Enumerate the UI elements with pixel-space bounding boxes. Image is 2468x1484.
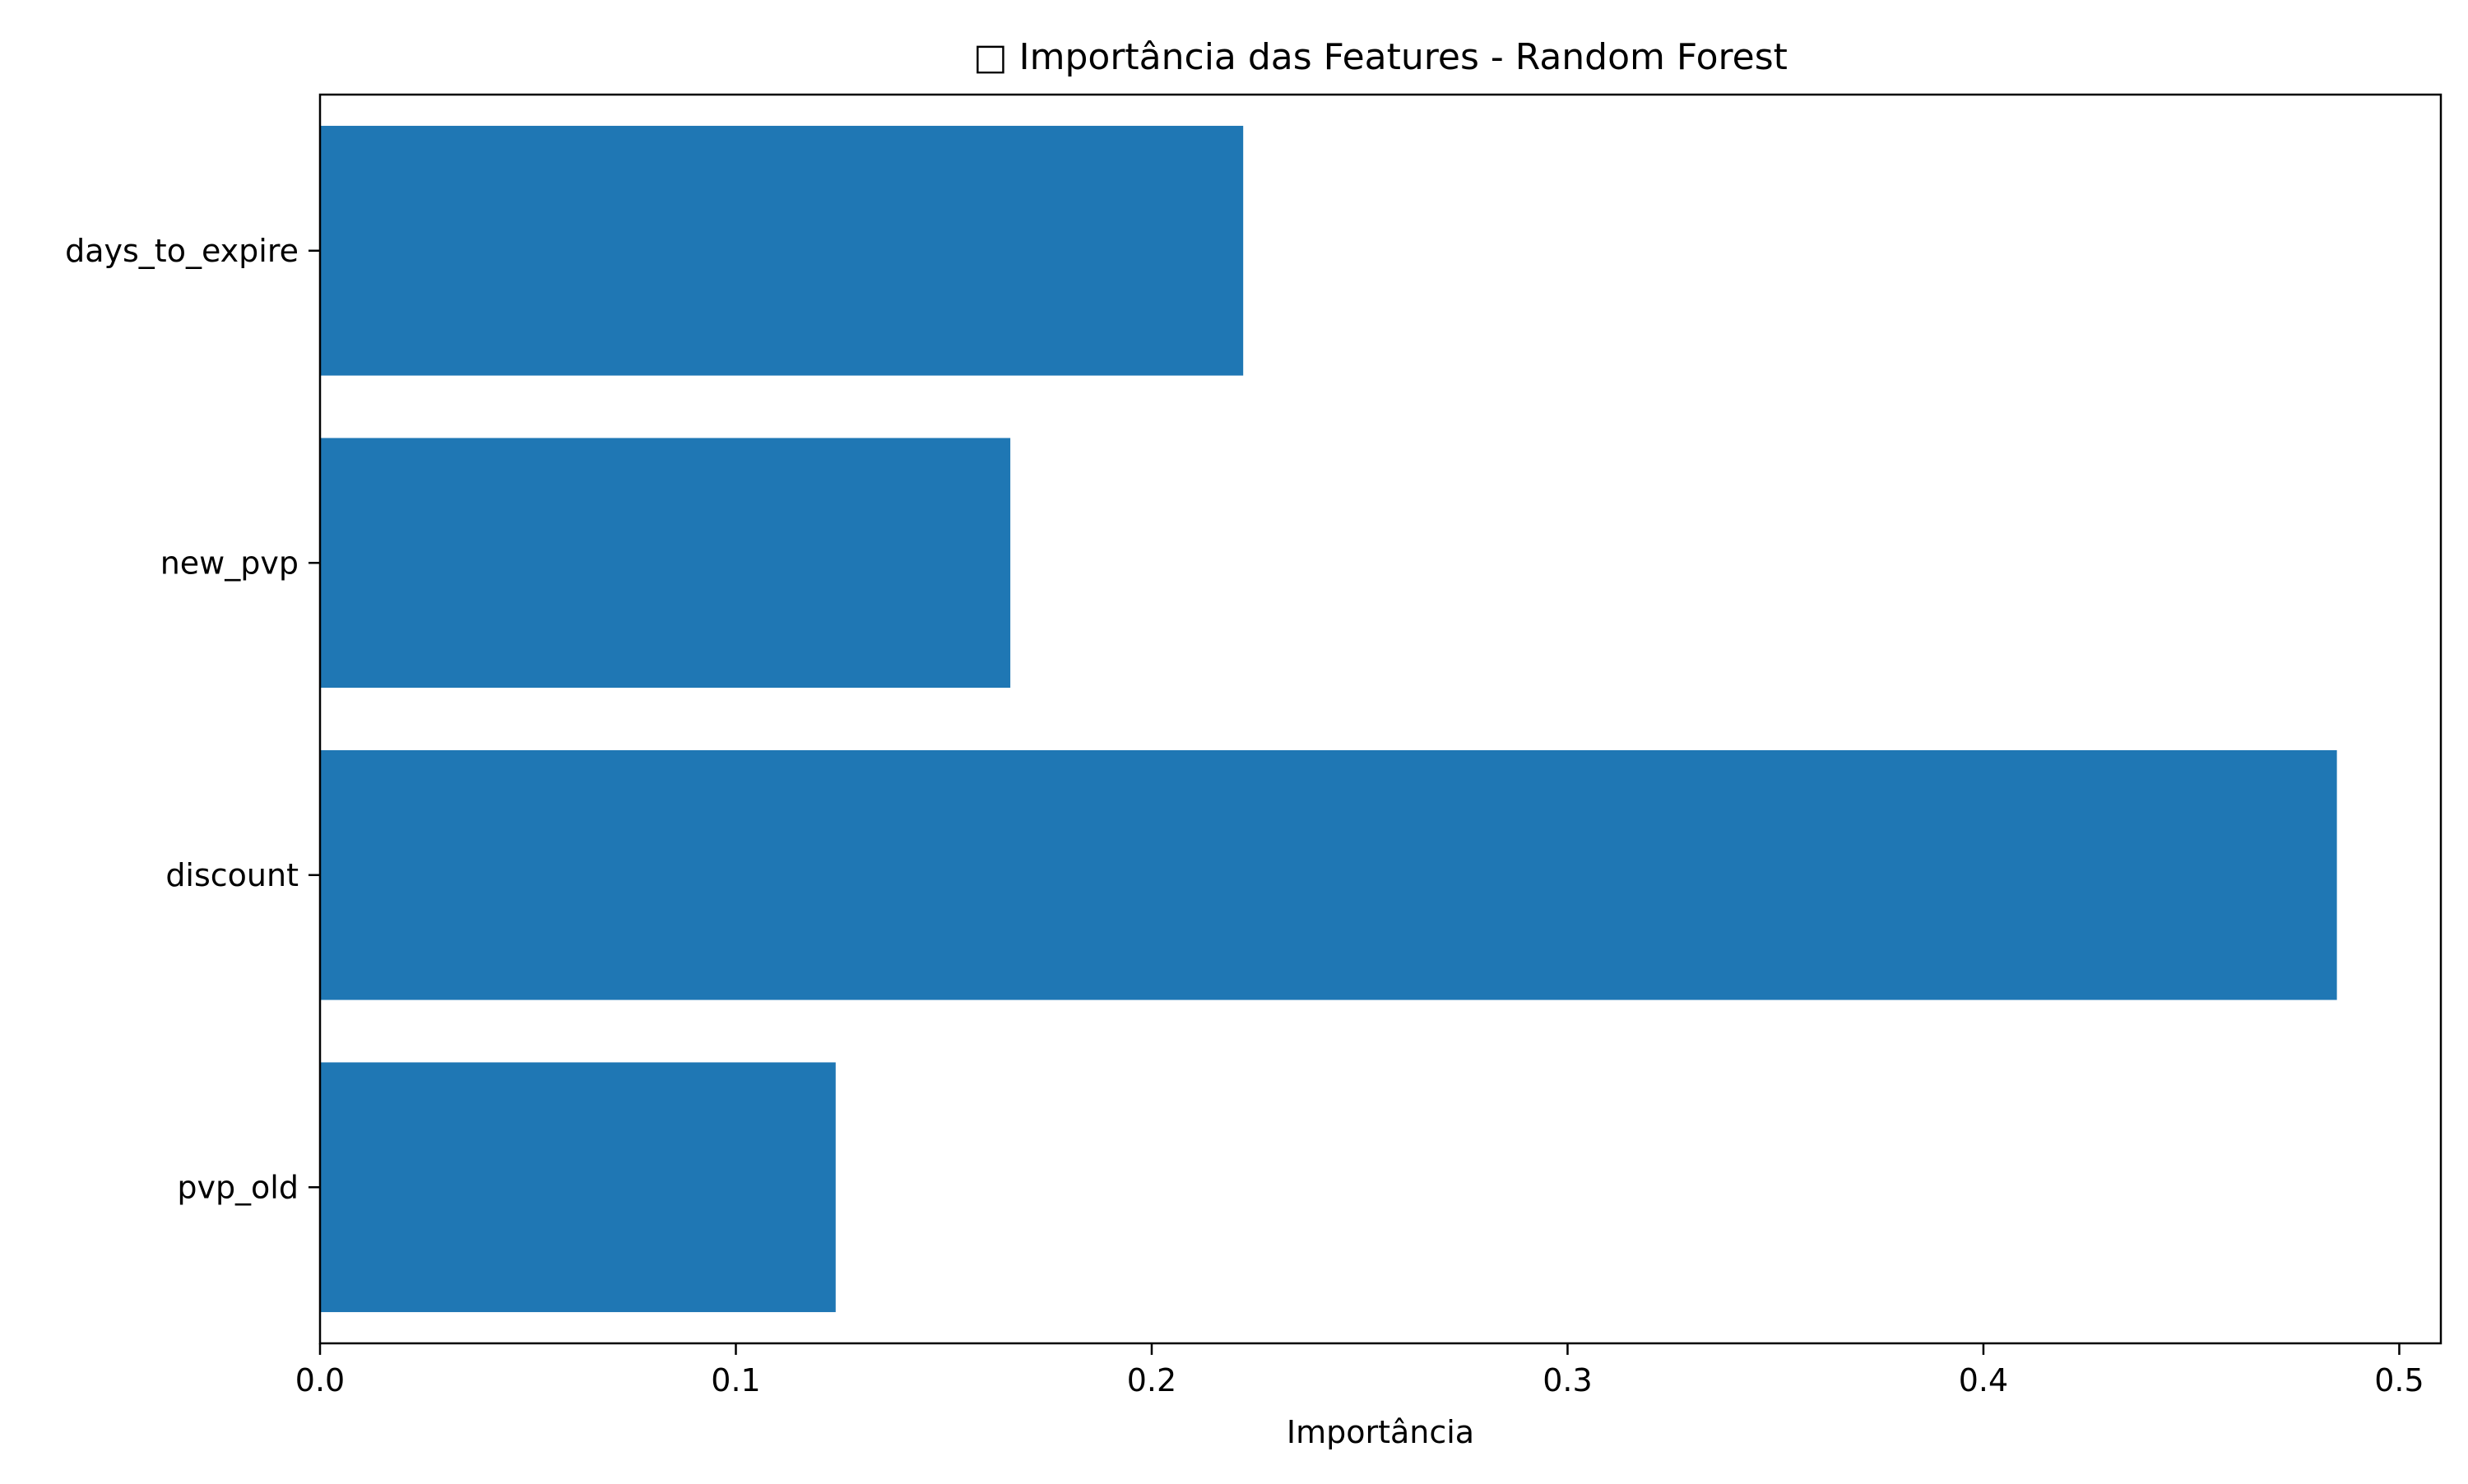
plot-frame <box>318 93 2442 1345</box>
x-tick-label-0-3: 0.3 <box>1542 1362 1592 1398</box>
x-tick-label-0-5: 0.5 <box>2374 1362 2424 1398</box>
y-tick-label-discount: discount <box>165 857 299 893</box>
x-tick-label-0-1: 0.1 <box>711 1362 760 1398</box>
y-tick-label-pvp-old: pvp_old <box>177 1169 299 1205</box>
bars-layer <box>320 125 2337 1313</box>
x-axis-label: Importância <box>1287 1414 1474 1450</box>
bar-new-pvp <box>320 438 1011 689</box>
bar-days-to-expire <box>320 125 1244 376</box>
bar-discount <box>320 749 2337 1000</box>
y-tick-label-new-pvp: new_pvp <box>160 545 299 581</box>
x-axis: 0.0 0.1 0.2 0.3 0.4 0.5 <box>295 1343 2424 1398</box>
chart-title: □ Importância das Features - Random Fore… <box>973 36 1788 78</box>
x-tick-label-0-4: 0.4 <box>1959 1362 2008 1398</box>
y-axis: days_to_expire new_pvp discount pvp_old <box>65 233 320 1205</box>
x-tick-label-0-2: 0.2 <box>1127 1362 1176 1398</box>
bar-pvp-old <box>320 1062 836 1313</box>
x-tick-label-0-0: 0.0 <box>295 1362 345 1398</box>
y-tick-label-days-to-expire: days_to_expire <box>65 233 299 269</box>
